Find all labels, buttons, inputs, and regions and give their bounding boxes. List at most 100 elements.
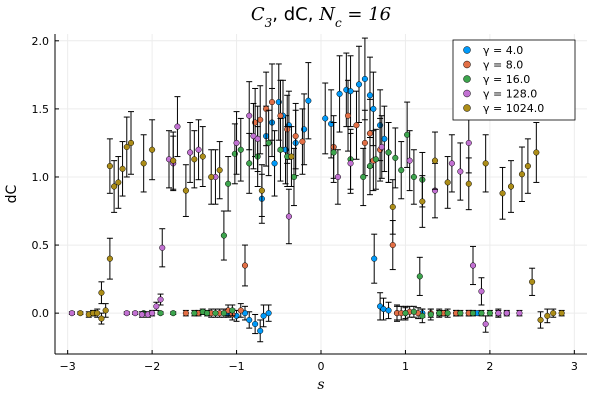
title-part: = 16 [342, 4, 391, 25]
data-point [360, 173, 367, 181]
data-point [208, 173, 215, 181]
data-point [370, 105, 377, 112]
data-point [392, 154, 399, 161]
data-point [246, 160, 253, 167]
data-point [378, 143, 385, 151]
legend-marker [463, 46, 471, 54]
data-point [170, 310, 177, 317]
data-point [94, 310, 101, 317]
data-point [115, 179, 122, 186]
data-point [68, 310, 75, 317]
data-point [199, 153, 206, 160]
data-point [127, 139, 135, 146]
data-point [410, 173, 417, 181]
y-tick-label: 1.0 [32, 171, 50, 184]
data-point [537, 316, 544, 324]
data-point [292, 133, 299, 140]
data-point [416, 273, 423, 280]
data-point [254, 135, 261, 142]
legend-label: γ = 16.0 [483, 73, 530, 86]
legend-box [452, 39, 576, 121]
x-tick-label: −3 [60, 360, 76, 373]
data-point [495, 310, 502, 317]
y-tick-label: 2.0 [32, 35, 50, 48]
data-point [98, 289, 105, 296]
data-point [398, 167, 405, 174]
data-point [305, 97, 312, 104]
data-point [486, 310, 493, 317]
data-point [159, 244, 166, 251]
y-tick-label: 0.0 [32, 307, 50, 320]
data-point [482, 160, 489, 167]
data-point [366, 163, 374, 170]
data-point [558, 310, 565, 317]
data-point [366, 130, 374, 137]
data-point [258, 187, 265, 194]
data-point [431, 157, 439, 164]
data-point [106, 163, 113, 170]
data-point [444, 310, 451, 317]
data-point [518, 171, 526, 178]
data-point [220, 232, 227, 239]
title-part: 3 [265, 16, 273, 30]
data-point [444, 179, 451, 186]
data-point [123, 310, 130, 317]
data-point [153, 303, 160, 310]
data-point [404, 131, 411, 138]
data-point [469, 262, 477, 269]
data-point [138, 311, 146, 318]
data-point [385, 149, 392, 156]
data-point [216, 167, 223, 174]
data-point [482, 320, 489, 328]
data-point [285, 213, 292, 220]
title-part: c [335, 16, 342, 30]
data-point [106, 255, 113, 262]
data-point [478, 288, 485, 295]
data-point [469, 310, 477, 317]
data-point [419, 198, 426, 205]
data-point [381, 135, 388, 142]
data-point [533, 149, 540, 156]
data-point [265, 139, 272, 146]
data-point [237, 146, 244, 153]
data-point [250, 133, 257, 140]
data-point [225, 180, 232, 187]
legend-marker [463, 60, 471, 69]
data-point [191, 156, 198, 163]
x-tick-label: 2 [486, 360, 493, 373]
x-tick-label: −2 [144, 360, 160, 373]
x-tick-label: 3 [571, 360, 578, 373]
data-point [111, 183, 118, 190]
data-point [77, 310, 84, 317]
data-point [344, 112, 352, 119]
series-layer [68, 37, 565, 343]
data-point [478, 310, 485, 317]
data-point [336, 90, 343, 97]
data-point [246, 112, 253, 119]
data-point [347, 160, 354, 167]
data-point [195, 146, 202, 153]
data-point [132, 310, 139, 317]
data-point [372, 156, 379, 163]
legend: γ = 4.0 γ = 8.0γ = 16.0 γ = 128.0γ = 1024.… [452, 39, 576, 121]
legend-label: γ = 128.0 [483, 88, 537, 101]
title-part: C [251, 4, 265, 25]
data-point [268, 99, 276, 106]
data-point [347, 88, 354, 95]
data-point [389, 203, 396, 210]
data-point [157, 310, 164, 317]
data-point [406, 157, 413, 164]
data-point [257, 116, 264, 123]
data-point [385, 307, 392, 314]
data-point [220, 310, 227, 317]
data-point [550, 310, 557, 317]
data-point [507, 183, 515, 190]
data-point [529, 278, 536, 285]
data-point [402, 310, 409, 317]
data-point [212, 310, 219, 317]
data-point [140, 160, 147, 167]
data-point [257, 327, 264, 334]
legend-marker [463, 104, 471, 112]
data-point [277, 146, 284, 153]
